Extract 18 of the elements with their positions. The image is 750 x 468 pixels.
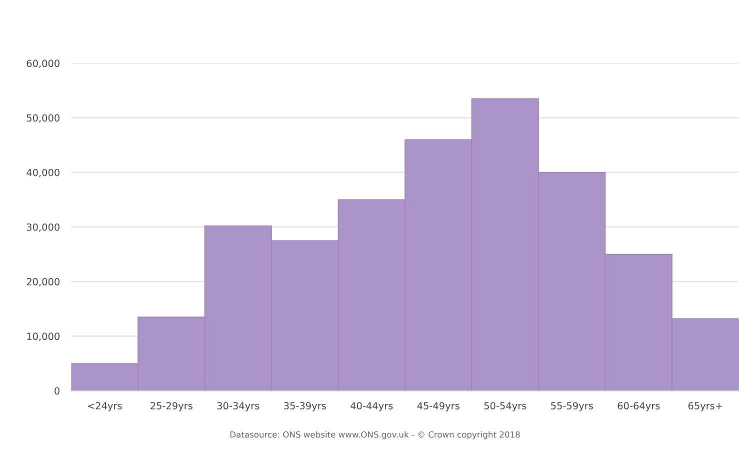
y-tick-label: 50,000	[26, 114, 60, 123]
y-tick-label: 20,000	[26, 278, 60, 286]
y-tick-label: 60,000	[26, 60, 60, 68]
x-tick-label: 40-44yrs	[350, 402, 393, 412]
x-tick-label: 35-39yrs	[284, 402, 326, 412]
text: Datasource: ONS website www.ONS.gov.uk - © Crown copyright 2018	[230, 431, 520, 440]
x-tick-label: <24yrs	[88, 402, 122, 412]
y-tick-label: 30,000	[26, 223, 60, 232]
x-tick-label: 25-29yrs	[150, 402, 192, 412]
x-tick-label: 50-54yrs	[484, 402, 526, 412]
x-tick-label: 60-64yrs	[618, 402, 660, 412]
x-tick-label: 65yrs+	[688, 402, 722, 412]
y-tick-label: 10,000	[27, 332, 60, 342]
x-tick-label: 30-34yrs	[217, 402, 260, 412]
y-tick-label: 40,000	[26, 168, 60, 178]
y-tick-label: 0	[54, 387, 60, 395]
x-tick-label: 55-59yrs	[551, 402, 593, 412]
x-tick-label: 45-49yrs	[417, 402, 460, 412]
